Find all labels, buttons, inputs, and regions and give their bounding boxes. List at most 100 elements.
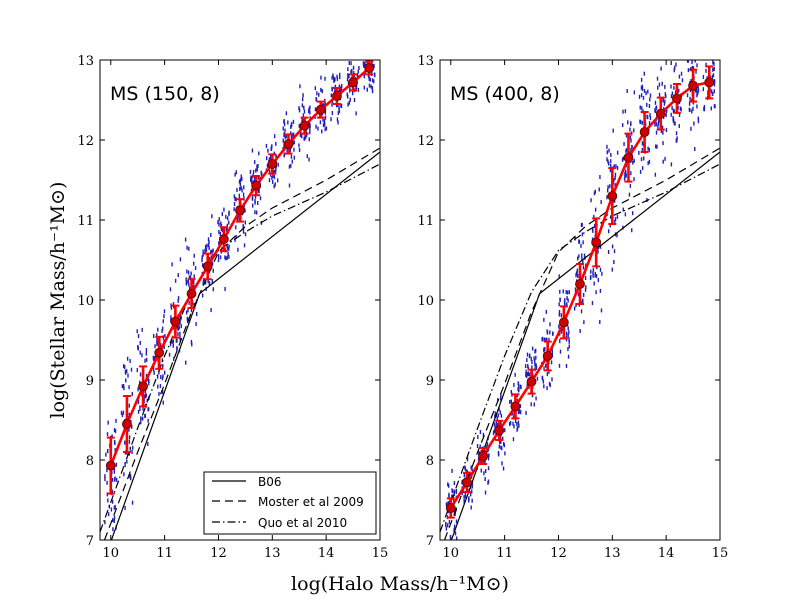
right-scatter-point: [496, 416, 498, 421]
right-scatter-point: [584, 287, 587, 292]
left-model-point: [235, 205, 245, 216]
right-scatter-point: [493, 422, 496, 427]
left-scatter-point: [357, 87, 360, 92]
left-scatter-point: [309, 126, 311, 131]
left-scatter-point: [351, 91, 354, 96]
left-scatter-point: [236, 187, 238, 192]
right-scatter-point: [638, 150, 640, 155]
left-scatter-point: [201, 293, 204, 298]
right-scatter-point: [471, 484, 474, 489]
left-scatter-point: [255, 210, 258, 215]
right-scatter-point: [606, 144, 608, 149]
right-scatter-point: [687, 68, 690, 73]
right-scatter-point: [501, 446, 503, 451]
right-scatter-point: [578, 239, 580, 244]
right-scatter-point: [702, 74, 705, 79]
right-scatter-point: [518, 423, 520, 428]
right-scatter-point: [528, 354, 531, 359]
right-scatter-point: [455, 536, 458, 540]
right-y-tick-label: 13: [417, 54, 434, 69]
left-scatter-point: [184, 237, 187, 242]
left-scatter-point: [179, 317, 181, 322]
left-scatter-point: [122, 364, 125, 369]
right-scatter-point: [452, 497, 455, 502]
right-scatter-point: [533, 402, 535, 407]
right-y-tick-label: 8: [426, 454, 434, 469]
left-scatter-point: [233, 207, 235, 212]
right-scatter-point: [611, 244, 614, 249]
right-scatter-point: [525, 372, 527, 377]
legend-frame: [203, 471, 377, 535]
left-scatter-point: [303, 105, 305, 110]
right-scatter-point: [559, 289, 561, 294]
left-scatter-point: [220, 223, 223, 228]
right-scatter-point: [449, 535, 452, 540]
right-scatter-point: [639, 105, 641, 110]
right-scatter-point: [629, 183, 632, 188]
left-scatter-point: [369, 77, 371, 82]
left-scatter-point: [140, 420, 142, 425]
right-scatter-point: [633, 128, 635, 133]
right-scatter-point: [662, 159, 664, 164]
right-scatter-point: [697, 85, 699, 90]
right-scatter-point: [675, 138, 678, 143]
left-scatter-point: [128, 412, 130, 417]
left-scatter-point: [324, 102, 326, 107]
left-model-point: [283, 139, 294, 149]
left-scatter-point: [268, 157, 271, 162]
panel-right: 10 11 12 13 14 15 7 8 9 10 11 12 13 MS (400, 8): [417, 34, 728, 561]
right-scatter-point: [595, 273, 598, 278]
left-scatter-point: [366, 54, 367, 58]
right-scatter-point: [463, 495, 465, 500]
left-scatter-point: [174, 278, 177, 283]
left-scatter-point: [188, 275, 191, 280]
left-scatter-point: [370, 42, 371, 46]
left-scatter-point: [161, 358, 163, 363]
right-scatter-point: [558, 274, 560, 279]
right-scatter-point: [532, 374, 534, 379]
left-scatter-point: [371, 51, 372, 55]
left-scatter-point: [128, 439, 131, 444]
right-scatter-point: [480, 468, 482, 473]
left-y-tick-label: 11: [77, 214, 94, 229]
right-scatter-point: [448, 483, 450, 488]
left-scatter-point: [210, 233, 212, 238]
right-scatter-point: [583, 253, 586, 258]
right-scatter-point: [624, 212, 627, 217]
right-scatter-point: [559, 339, 561, 344]
right-scatter-point: [534, 349, 536, 354]
left-scatter-point: [364, 63, 366, 68]
right-scatter-point: [471, 498, 473, 503]
left-scatter-point: [320, 87, 322, 92]
right-scatter-point: [639, 119, 641, 124]
right-scatter-point: [616, 233, 618, 238]
left-scatter-point: [321, 89, 324, 94]
right-scatter-point: [671, 91, 674, 96]
right-scatter-point: [693, 121, 695, 126]
right-scatter-point: [568, 339, 570, 344]
left-scatter-point: [250, 175, 253, 180]
right-scatter-point: [672, 108, 675, 113]
left-scatter-point: [253, 160, 256, 165]
left-scatter-point: [190, 271, 192, 276]
right-line-b06: [450, 151, 720, 540]
left-scatter-point: [205, 247, 208, 252]
right-scatter-point: [464, 466, 467, 471]
right-scatter-point: [579, 329, 581, 334]
right-scatter-point: [609, 223, 611, 228]
right-scatter-point: [574, 287, 577, 292]
right-scatter-point: [621, 157, 624, 162]
right-scatter-point: [536, 376, 539, 381]
right-scatter-point: [703, 53, 704, 57]
left-scatter-point: [218, 217, 220, 222]
left-scatter-point: [218, 241, 221, 246]
left-scatter-point: [243, 243, 246, 248]
panel-left: 10 11 12 13 14 15 7 8 9 10 11 12 13 MS (150, 8): [77, 42, 388, 561]
right-scatter-point: [680, 107, 682, 112]
right-scatter-point: [687, 34, 688, 38]
left-scatter-point: [124, 463, 126, 468]
right-model-point: [623, 152, 634, 163]
right-scatter-point: [645, 91, 647, 96]
left-scatter-point: [120, 410, 123, 415]
right-scatter-point: [494, 424, 496, 429]
